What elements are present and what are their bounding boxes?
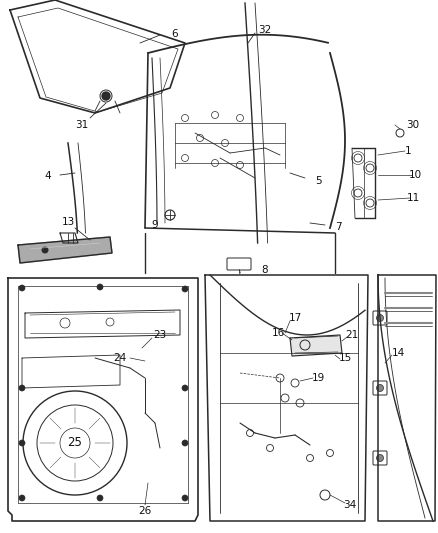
Text: 7: 7 — [335, 222, 341, 232]
Circle shape — [377, 314, 384, 321]
Text: 19: 19 — [311, 373, 325, 383]
Text: 9: 9 — [152, 220, 158, 230]
Circle shape — [182, 286, 188, 292]
Circle shape — [182, 385, 188, 391]
Text: 31: 31 — [75, 120, 88, 130]
Text: 24: 24 — [113, 353, 127, 363]
Text: 15: 15 — [339, 353, 352, 363]
Text: 6: 6 — [172, 29, 178, 39]
FancyBboxPatch shape — [373, 381, 387, 395]
Text: 25: 25 — [67, 437, 82, 449]
Circle shape — [182, 440, 188, 446]
Circle shape — [42, 247, 48, 253]
Text: 10: 10 — [409, 170, 421, 180]
Text: 1: 1 — [405, 146, 411, 156]
Circle shape — [182, 495, 188, 501]
Polygon shape — [18, 237, 112, 263]
Text: 30: 30 — [406, 120, 420, 130]
FancyBboxPatch shape — [373, 311, 387, 325]
Text: 26: 26 — [138, 506, 152, 516]
Text: 17: 17 — [288, 313, 302, 323]
Circle shape — [19, 385, 25, 391]
Circle shape — [377, 455, 384, 462]
Text: 4: 4 — [45, 171, 51, 181]
Text: 14: 14 — [392, 348, 405, 358]
Circle shape — [19, 440, 25, 446]
Circle shape — [97, 284, 103, 290]
Text: 21: 21 — [346, 330, 359, 340]
Text: 32: 32 — [258, 25, 272, 35]
Circle shape — [19, 495, 25, 501]
FancyBboxPatch shape — [373, 451, 387, 465]
Text: 11: 11 — [406, 193, 420, 203]
Polygon shape — [290, 335, 342, 356]
Circle shape — [97, 495, 103, 501]
FancyBboxPatch shape — [227, 258, 251, 270]
Text: 16: 16 — [272, 328, 285, 338]
Text: 5: 5 — [314, 176, 321, 186]
Circle shape — [102, 92, 110, 100]
Text: 23: 23 — [153, 330, 166, 340]
Circle shape — [377, 384, 384, 392]
Text: 34: 34 — [343, 500, 357, 510]
Text: 8: 8 — [261, 265, 268, 275]
Text: 13: 13 — [61, 217, 74, 227]
Circle shape — [19, 285, 25, 291]
